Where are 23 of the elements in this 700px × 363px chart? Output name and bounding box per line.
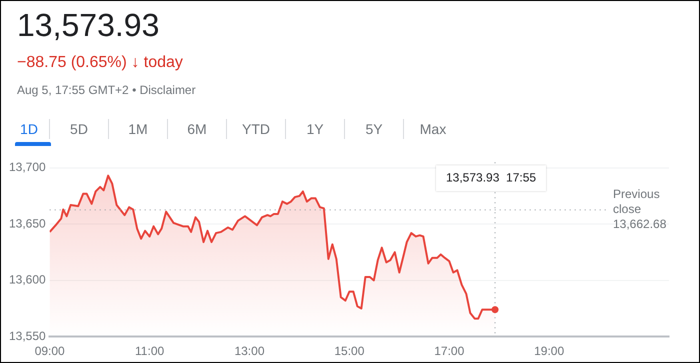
x-tick-label: 17:00 bbox=[434, 344, 465, 358]
y-tick-label: 13,650 bbox=[9, 216, 46, 230]
text: 1Y bbox=[285, 119, 344, 139]
text: YTD bbox=[226, 119, 285, 139]
y-tick-label: 13,550 bbox=[9, 328, 46, 343]
y-tick-label: 13,600 bbox=[9, 272, 46, 287]
text: Max bbox=[403, 119, 462, 139]
y-tick-label: 13,700 bbox=[9, 160, 46, 174]
x-tick-label: 09:00 bbox=[34, 344, 66, 358]
x-tick-label: 15:00 bbox=[334, 344, 365, 358]
text: 6M bbox=[167, 119, 226, 139]
x-tick-label: 13:00 bbox=[234, 344, 265, 358]
text: 5D bbox=[49, 119, 108, 139]
chart-title: 13,573.93 bbox=[17, 7, 160, 44]
ref-line-label: Previous close 13,662.68 bbox=[613, 187, 667, 232]
x-tick-label: 19:00 bbox=[534, 344, 564, 358]
text: 1D bbox=[19, 120, 39, 139]
text: Aug 5, 17:55 GMT+2 • Disclaimer bbox=[17, 83, 196, 97]
annotation: 13,573.93 17:55 bbox=[446, 170, 536, 185]
text: 1M bbox=[108, 119, 167, 139]
text: 5Y bbox=[344, 119, 403, 139]
chart-subtitle: −88.75 (0.65%) ↓ today bbox=[17, 54, 183, 72]
x-tick-label: 11:00 bbox=[135, 344, 164, 358]
